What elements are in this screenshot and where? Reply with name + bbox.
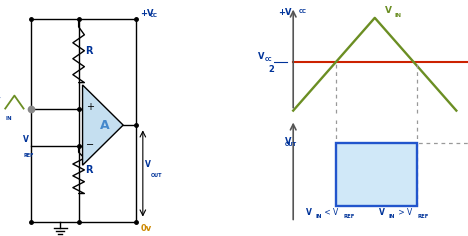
Text: 0v: 0v	[140, 224, 152, 233]
Text: > V: > V	[395, 208, 412, 217]
Polygon shape	[82, 85, 123, 165]
Text: CC: CC	[265, 57, 272, 62]
Text: V: V	[285, 137, 291, 146]
Text: V: V	[23, 135, 29, 144]
Text: REF: REF	[23, 153, 34, 158]
Text: R: R	[85, 165, 93, 175]
Text: OUT: OUT	[151, 173, 163, 178]
Text: IN: IN	[5, 116, 12, 121]
Text: V: V	[380, 208, 385, 217]
Text: 2: 2	[268, 65, 274, 74]
Text: A: A	[100, 118, 110, 132]
Text: −: −	[86, 140, 94, 150]
Text: V: V	[306, 208, 312, 217]
Text: IN: IN	[394, 13, 401, 18]
Text: REF: REF	[417, 214, 429, 219]
Text: CC: CC	[299, 9, 307, 14]
Text: V: V	[258, 52, 265, 61]
Text: REF: REF	[344, 214, 355, 219]
Text: CC: CC	[150, 13, 158, 18]
Text: IN: IN	[315, 214, 322, 219]
Text: +V: +V	[278, 8, 291, 17]
Bar	[336, 143, 417, 206]
Text: V: V	[385, 6, 392, 15]
Text: V: V	[146, 160, 151, 169]
Text: +: +	[86, 102, 94, 112]
Text: < V: < V	[322, 208, 338, 217]
Text: R: R	[85, 46, 93, 56]
Text: OUT: OUT	[285, 142, 297, 147]
Text: +V: +V	[140, 9, 154, 18]
Text: IN: IN	[389, 214, 395, 219]
